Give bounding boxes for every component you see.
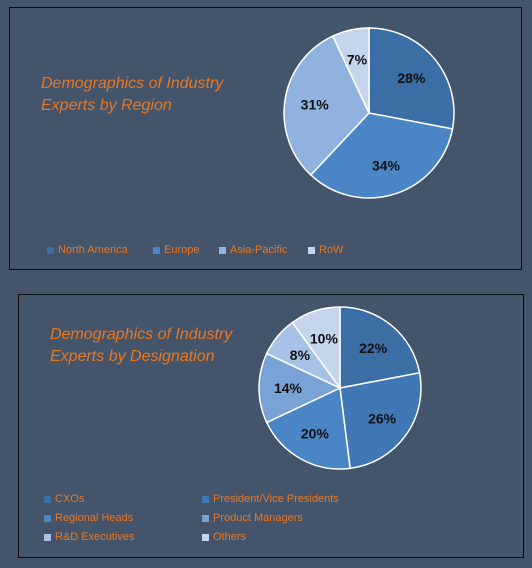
- legend-label: RoW: [319, 244, 344, 256]
- legend-label: Asia-Pacific: [230, 244, 288, 256]
- legend-swatch: [44, 495, 51, 503]
- chart-title: Demographics of Industry Experts by Desi…: [50, 324, 232, 368]
- legend-label: R&D Executives: [55, 531, 135, 543]
- data-label-north-america: 28%: [397, 70, 426, 86]
- legend-label: North America: [58, 244, 128, 256]
- legend-swatch: [153, 246, 160, 254]
- designation-pie-chart: 22% 26% 20% 14% 8%10%: [258, 306, 422, 470]
- data-label-cxos: 22%: [359, 340, 388, 356]
- legend-label: Others: [213, 531, 247, 543]
- legend-item-r-d-executives: R&D Executives: [44, 531, 134, 543]
- legend-swatch: [44, 533, 51, 541]
- pie-slice-row: [331, 27, 370, 114]
- legend-swatch: [44, 514, 51, 522]
- legend-item-cxos: CXOs: [44, 493, 84, 505]
- legend-swatch: [308, 246, 315, 254]
- pie-slice-others: [291, 306, 341, 391]
- pie-slice-product-managers: [258, 352, 342, 424]
- legend-item-asia-pacific: Asia-Pacific: [219, 244, 287, 256]
- legend-label: Product Managers: [213, 512, 303, 524]
- pie-slice-europe: [309, 112, 454, 199]
- legend-item-product-managers: Product Managers: [202, 512, 303, 524]
- region-pie-chart: 28% 34% 31% 7%: [283, 27, 455, 199]
- chart-title-line-2: Experts by Region: [41, 97, 172, 114]
- chart-title-line-1: Demographics of Industry: [50, 326, 233, 343]
- legend-label: Regional Heads: [55, 512, 134, 524]
- pie-slice-regional-heads: [265, 386, 351, 470]
- chart-title-line-1: Demographics of Industry: [41, 75, 224, 92]
- designation-chart-panel: Demographics of Industry Experts by Desi…: [18, 294, 524, 558]
- legend-item-north-america: North America: [47, 244, 128, 256]
- chart-title: Demographics of Industry Experts by Regi…: [41, 73, 223, 117]
- legend-swatch: [219, 246, 226, 254]
- pie-slice-north-america: [368, 27, 455, 130]
- legend-item-president-vice-presidents: President/Vice Presidents: [202, 493, 339, 505]
- legend-swatch: [47, 246, 54, 254]
- legend-item-regional-heads: Regional Heads: [44, 512, 133, 524]
- legend-label: President/Vice Presidents: [213, 493, 339, 505]
- legend-item-europe: Europe: [153, 244, 199, 256]
- legend-item-others: Others: [202, 531, 246, 543]
- data-label-r-d-executives: 8%: [290, 347, 311, 363]
- data-label-asia-pacific: 31%: [301, 96, 330, 112]
- legend-label: CXOs: [55, 493, 85, 505]
- data-label-others: 10%: [310, 331, 339, 347]
- legend-swatch: [202, 514, 209, 522]
- pie-slice-president-vice-presidents: [339, 371, 422, 470]
- legend-swatch: [202, 533, 209, 541]
- data-label-regional-heads: 20%: [301, 426, 330, 442]
- data-label-row: 7%: [347, 51, 368, 67]
- data-label-europe: 34%: [372, 157, 401, 173]
- data-label-president-vice-presidents: 26%: [368, 411, 397, 427]
- data-label-product-managers: 14%: [274, 380, 303, 396]
- legend-label: Europe: [164, 244, 200, 256]
- region-chart-panel: Demographics of Industry Experts by Regi…: [9, 7, 522, 270]
- pie-slice-asia-pacific: [283, 35, 370, 177]
- legend-swatch: [202, 495, 209, 503]
- legend-item-row: RoW: [308, 244, 343, 256]
- pie-slice-cxos: [339, 306, 421, 389]
- chart-title-line-2: Experts by Designation: [50, 348, 215, 365]
